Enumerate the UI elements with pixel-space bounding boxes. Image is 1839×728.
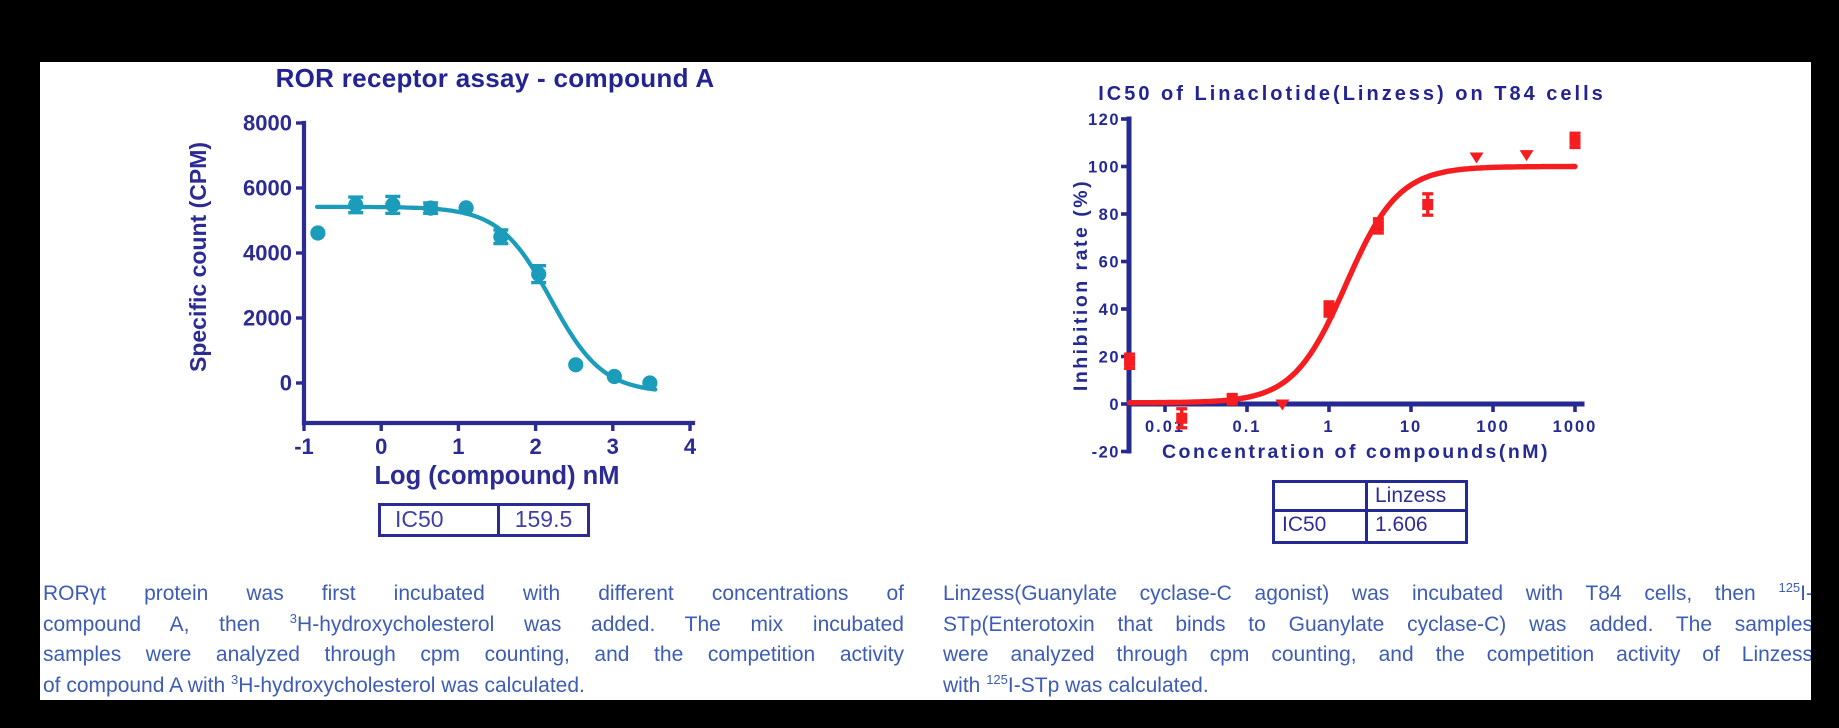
- fit-curve: [314, 204, 658, 392]
- y-tick-label: 6000: [243, 176, 292, 201]
- isotope-superscript: 125: [1778, 580, 1801, 595]
- isotope-superscript: 3: [230, 671, 239, 687]
- data-point: [1372, 220, 1384, 232]
- caption-line: RORγt protein was first incubated with d…: [43, 582, 904, 605]
- ic50-label-cell: IC50: [378, 503, 497, 537]
- caption-line: were analyzed through cpm counting, and …: [943, 643, 1811, 666]
- data-point: [1422, 199, 1434, 210]
- caption-line: Linzess(Guanylate cyclase-C agonist) was…: [943, 580, 1811, 605]
- y-tick-label: 80: [1099, 206, 1120, 224]
- right-chart-title: IC50 of Linaclotide(Linzess) on T84 cell…: [1098, 83, 1606, 105]
- x-tick-label: 3: [607, 434, 619, 459]
- data-point: [531, 266, 547, 282]
- ic50-row-value-cell: 1.606: [1375, 513, 1428, 536]
- y-axis-title: Specific count (CPM): [185, 142, 211, 372]
- left-caption: RORγt protein was first incubated with d…: [43, 579, 904, 700]
- y-tick-label: 4000: [243, 241, 292, 266]
- data-point: [385, 197, 401, 213]
- y-tick-label: 100: [1088, 159, 1120, 177]
- x-tick-label: 1: [1323, 418, 1334, 436]
- data-point: [1226, 393, 1238, 405]
- data-point: [568, 357, 584, 373]
- x-tick-label: 0.01: [1145, 418, 1185, 436]
- data-point: [348, 197, 364, 213]
- left-ic50-table: IC50 159.5: [378, 503, 590, 537]
- caption-line: of compound A with 3H-hydroxycholesterol…: [43, 671, 585, 697]
- data-point: [423, 200, 439, 216]
- ic50-value-cell: 159.5: [497, 503, 590, 537]
- x-tick-label: -1: [294, 434, 314, 459]
- data-point: [310, 225, 326, 241]
- x-axis-title: Concentration of compounds(nM): [1162, 441, 1550, 463]
- caption-line: STp(Enterotoxin that binds to Guanylate …: [943, 612, 1811, 636]
- data-point: [606, 368, 622, 385]
- left-dose-response-chart: 0 2000 4000 6000 8000 -1 0 1 2 3 4 Log (compound) n…: [185, 111, 697, 491]
- fit-curve: [1127, 163, 1578, 406]
- x-tick-label: 0.1: [1233, 418, 1262, 436]
- figure-panel: ROR receptor assay - compound A IC50 of …: [40, 62, 1811, 700]
- x-tick-label: 1: [452, 434, 464, 459]
- empty-header-cell: [1275, 483, 1368, 512]
- data-point: [1469, 152, 1484, 164]
- isotope-superscript: 125: [986, 671, 1008, 687]
- data-point: [1124, 355, 1136, 367]
- data-point: [642, 375, 658, 391]
- x-tick-label: 10: [1400, 418, 1422, 436]
- y-tick-label: 20: [1099, 349, 1120, 367]
- y-axis-title: Inhibition rate (%): [1070, 179, 1092, 391]
- x-axis-title: Log (compound) nM: [374, 462, 619, 490]
- data-point: [458, 200, 474, 216]
- data-point: [1519, 150, 1534, 162]
- y-tick-label: -20: [1092, 444, 1120, 462]
- right-ic50-table: Linzess IC50 1.606: [1272, 480, 1468, 544]
- caption-line: with 125I-STp was calculated.: [943, 671, 1209, 697]
- y-tick-label: 0: [1109, 396, 1120, 414]
- data-point: [493, 229, 509, 245]
- isotope-superscript: 3: [289, 610, 298, 626]
- data-point: [1569, 134, 1581, 146]
- data-point: [1275, 399, 1290, 411]
- x-tick-label: 100: [1476, 418, 1510, 436]
- caption-line: samples were analyzed through cpm counti…: [43, 643, 904, 666]
- x-tick-label: 1000: [1553, 418, 1598, 436]
- data-point: [1176, 412, 1188, 424]
- linzess-header-cell: Linzess: [1368, 483, 1465, 512]
- right-dose-response-chart: -20 0 20 40 60 80 100 120 0.01 0.1 1 10 100 1000Conce…: [1070, 111, 1598, 463]
- data-point: [1323, 303, 1335, 315]
- x-tick-label: 0: [375, 434, 387, 459]
- y-tick-label: 2000: [243, 306, 292, 331]
- caption-line: compound A, then 3H-hydroxycholesterol w…: [43, 610, 904, 636]
- y-tick-label: 40: [1099, 301, 1120, 319]
- ic50-row-label-cell: IC50: [1275, 512, 1368, 541]
- y-tick-label: 8000: [243, 111, 292, 136]
- x-tick-label: 2: [529, 434, 541, 459]
- right-caption: Linzess(Guanylate cyclase-C agonist) was…: [943, 579, 1811, 700]
- y-tick-label: 120: [1088, 111, 1120, 129]
- y-tick-label: 0: [280, 371, 292, 396]
- y-tick-label: 60: [1099, 254, 1120, 272]
- x-tick-label: 4: [684, 434, 697, 459]
- left-chart-title: ROR receptor assay - compound A: [275, 63, 715, 93]
